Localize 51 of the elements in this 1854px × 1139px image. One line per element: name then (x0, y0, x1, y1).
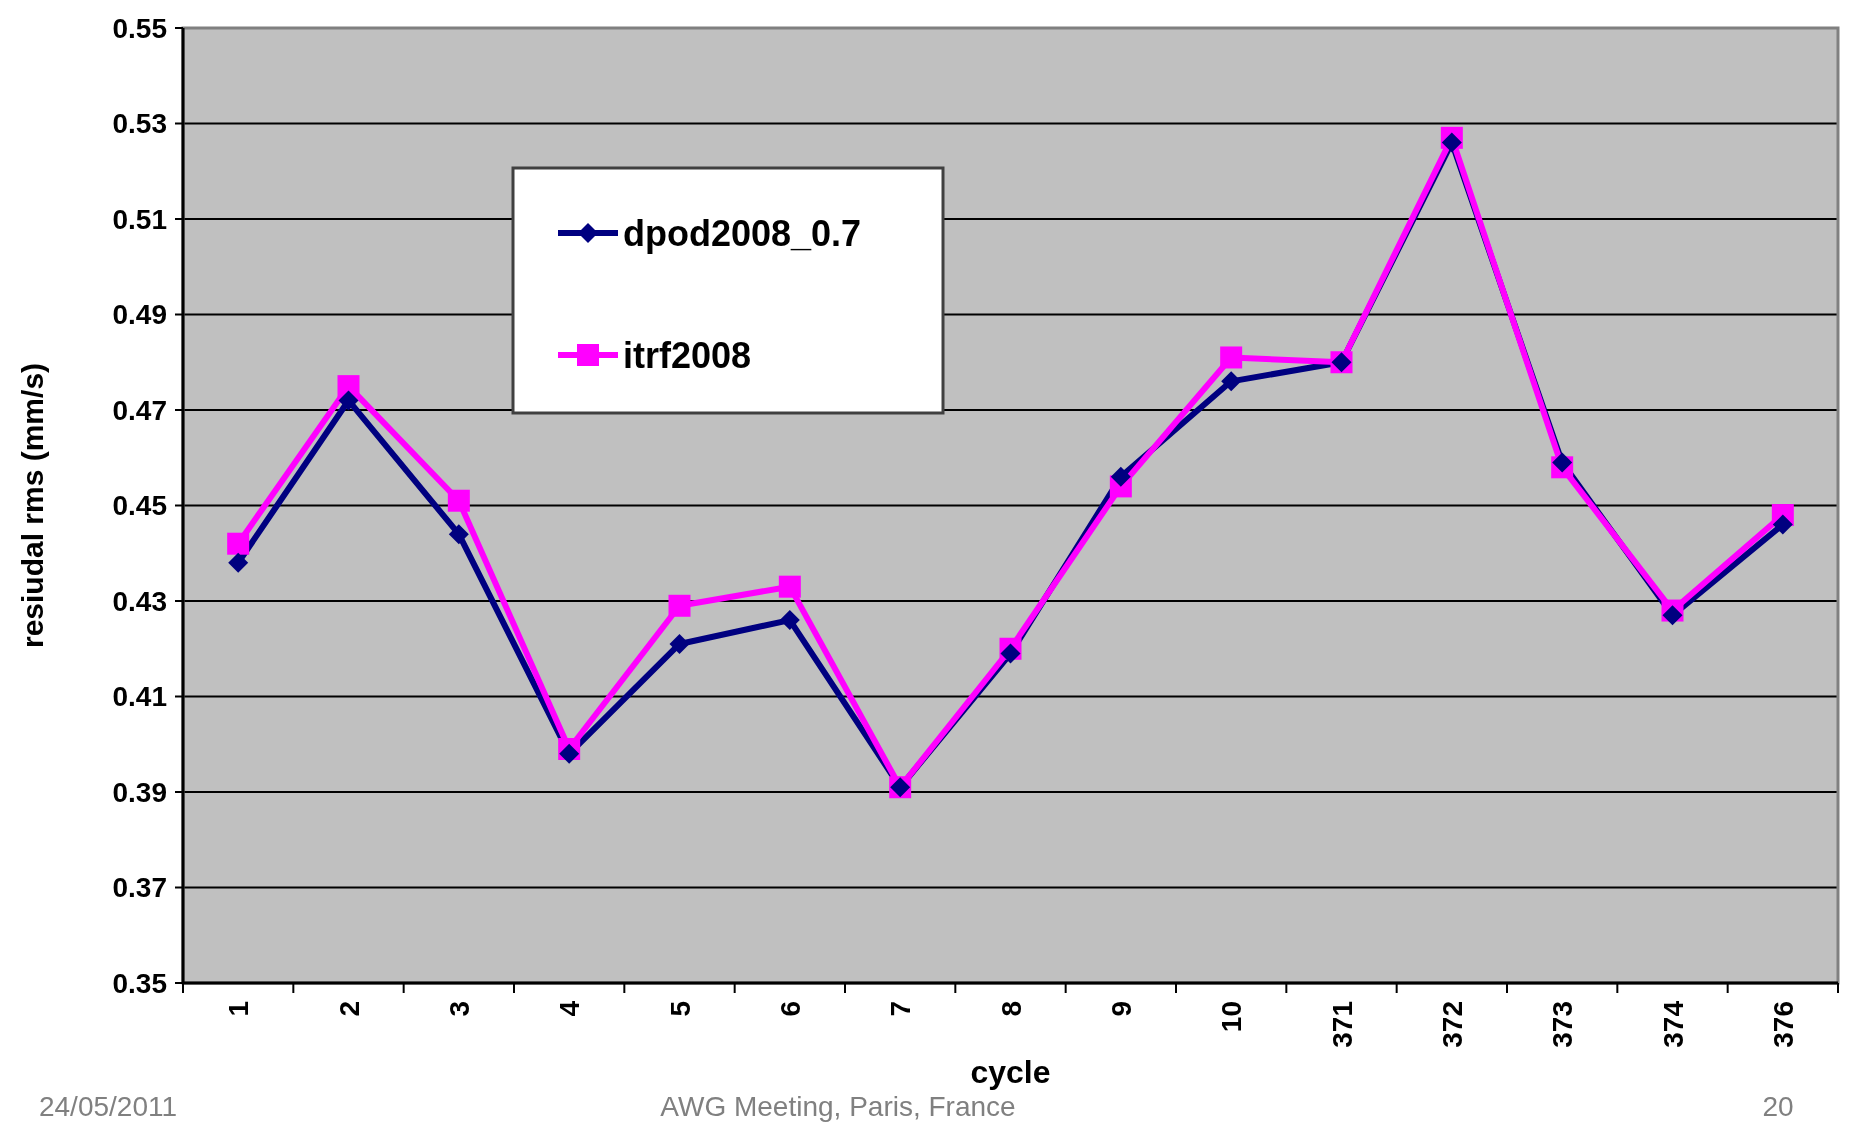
y-tick-label: 0.55 (112, 12, 167, 44)
y-tick-label: 0.35 (112, 967, 167, 999)
y-tick-label: 0.53 (112, 108, 167, 140)
point (448, 524, 469, 545)
x-tick-label: 8 (995, 1001, 1027, 1017)
point (1441, 132, 1462, 153)
y-tick-label: 0.43 (112, 585, 167, 617)
point (227, 532, 250, 555)
y-tick-label: 0.37 (112, 872, 167, 904)
legend-label: dpod2008_0.7 (623, 212, 862, 254)
y-tick-label: 0.45 (112, 490, 167, 522)
x-tick-label: 7 (885, 1001, 917, 1017)
x-tick-label: 374 (1657, 1000, 1689, 1048)
point (338, 390, 359, 411)
point (1772, 514, 1793, 535)
point (228, 552, 249, 573)
x-tick-label: 5 (664, 1001, 696, 1017)
legend-label: itrf2008 (623, 334, 752, 376)
x-tick-label: 3 (443, 1001, 475, 1017)
y-tick-label: 0.39 (112, 776, 167, 808)
point (1000, 643, 1021, 664)
point (1662, 605, 1683, 626)
x-tick-label: 372 (1436, 1001, 1468, 1048)
point (669, 633, 690, 654)
y-tick-label: 0.47 (112, 394, 167, 426)
x-tick-label: 9 (1105, 1001, 1137, 1017)
text: AWG Meeting, Paris, France (660, 1091, 1016, 1122)
point (1552, 452, 1573, 473)
y-axis-title: resiudal rms (mm/s) (16, 362, 49, 649)
point (1110, 466, 1131, 487)
point (1221, 371, 1242, 392)
y-tick-label: 0.41 (112, 681, 167, 713)
x-tick-label: 2 (333, 1001, 365, 1017)
x-tick-label: 10 (1216, 1001, 1248, 1033)
x-tick-label: 4 (554, 1000, 586, 1017)
text: 20 (1762, 1091, 1794, 1122)
x-tick-label: 6 (774, 1001, 806, 1017)
y-tick-label: 0.51 (112, 203, 167, 235)
point (668, 594, 691, 617)
x-tick-label: 1 (223, 1001, 255, 1017)
x-tick-label: 371 (1326, 1001, 1358, 1048)
point (447, 489, 470, 512)
x-axis-title: cycle (970, 1054, 1051, 1090)
x-tick-label: 373 (1547, 1001, 1579, 1048)
text: 24/05/2011 (38, 1091, 178, 1122)
x-tick-label: 376 (1767, 1001, 1799, 1048)
point (778, 575, 801, 598)
point (1220, 346, 1243, 369)
point (779, 610, 800, 631)
point (559, 743, 580, 764)
y-tick-label: 0.49 (112, 299, 167, 331)
